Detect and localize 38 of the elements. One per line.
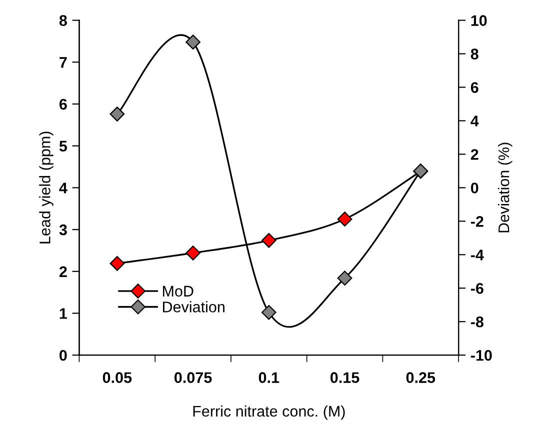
point [186,246,200,260]
y2-tick-label: 8 [470,48,478,60]
y-tick-label: 2 [59,266,67,277]
y2-tick-label: 6 [470,82,478,93]
x-tick-label: 0.25 [406,372,436,383]
y-axis-title: Lead yield (ppm) [39,132,54,244]
x-axis-title: Ferric nitrate conc. (M) [193,405,345,420]
y-tick-label: 5 [59,140,68,152]
y-tick-label: 1 [60,308,68,319]
point [110,256,125,271]
y2-tick-label: 4 [470,116,479,126]
point [261,304,276,320]
y-tick-label: 6 [59,98,67,110]
y-tick-label: 7 [60,57,67,68]
point [337,212,352,227]
y2-tick-label: -8 [470,316,484,328]
point [110,106,125,122]
y-tick-label: 4 [59,182,68,194]
x-tick-label: 0.15 [330,372,360,383]
y2-tick-label: -2 [470,216,484,227]
y2-tick-label: -10 [470,350,492,361]
x-tick-label: 0.075 [174,372,212,383]
y2-tick-label: -6 [470,283,484,294]
x-tick-label: 0.1 [258,372,280,383]
x-tick-label: 0.05 [102,372,132,383]
y2-axis-title: Deviation (%) [498,142,512,232]
y2-tick-label: -4 [470,250,484,260]
y-tick-label: 3 [59,224,67,236]
y2-tick-label: 2 [470,149,478,160]
point [186,34,200,50]
point [337,270,352,286]
y2-tick-label: 10 [471,15,487,26]
y-tick-label: 8 [59,15,67,26]
y2-tick-label: 0 [470,182,478,194]
legend-label: Deviation [162,301,224,312]
point [261,233,276,248]
y-tick-label: 0 [60,350,67,361]
legend-label: MoD [162,286,194,297]
